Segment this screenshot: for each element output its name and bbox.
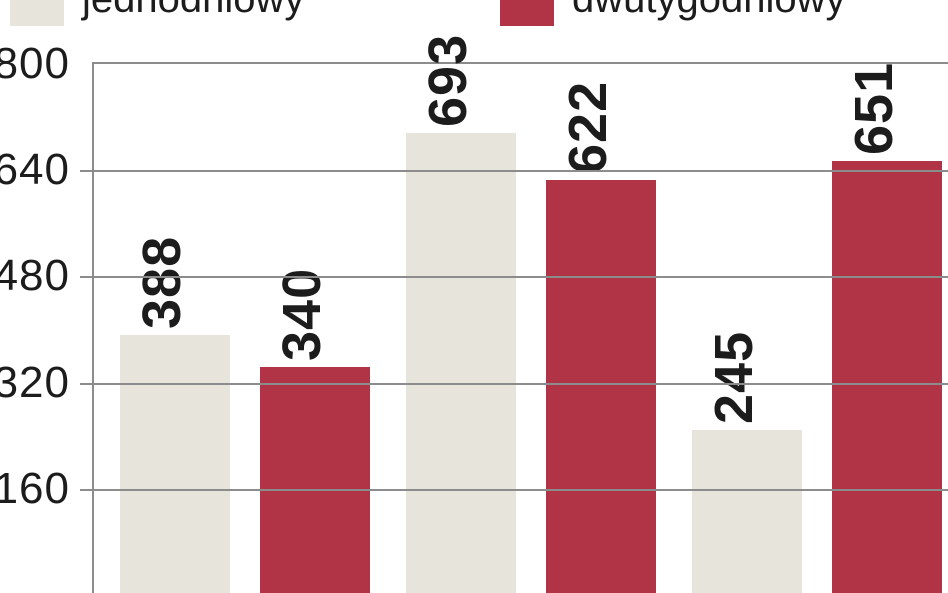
bar-value-label: 651 <box>843 62 905 155</box>
y-tick-label: 640 <box>0 145 70 195</box>
bar-value-label: 388 <box>131 236 193 329</box>
bar: 388 <box>120 335 230 593</box>
bar: 693 <box>406 133 516 593</box>
legend-item: dwutygodniowy <box>500 0 846 26</box>
y-tick-label: 320 <box>0 358 70 408</box>
bar: 651 <box>832 161 942 593</box>
bar: 622 <box>546 180 656 593</box>
grid-line <box>80 383 948 385</box>
legend-item: jednodniowy <box>10 0 304 26</box>
bar-value-label: 693 <box>417 34 479 127</box>
y-tick-label: 160 <box>0 464 70 514</box>
legend: jednodniowy dwutygodniowy <box>0 0 948 36</box>
bars-container: 388 340 693 622 245 651 <box>94 64 948 593</box>
plot-area: 388340693622245651 160320480640800 <box>92 62 948 593</box>
bar-value-label: 245 <box>703 331 765 424</box>
y-tick-label: 800 <box>0 39 70 89</box>
grid-line <box>80 489 948 491</box>
grid-line <box>80 276 948 278</box>
legend-label: jednodniowy <box>82 0 304 22</box>
bar-chart: jednodniowy dwutygodniowy 388 340 693 622 245… <box>0 0 948 593</box>
y-tick-label: 480 <box>0 251 70 301</box>
bar: 340 <box>260 367 370 593</box>
bar: 245 <box>692 430 802 593</box>
bar-value-label: 340 <box>271 268 333 361</box>
grid-line <box>80 170 948 172</box>
legend-swatch <box>500 0 554 26</box>
bar-value-label: 622 <box>557 81 619 174</box>
legend-swatch <box>10 0 64 26</box>
legend-label: dwutygodniowy <box>572 0 846 22</box>
